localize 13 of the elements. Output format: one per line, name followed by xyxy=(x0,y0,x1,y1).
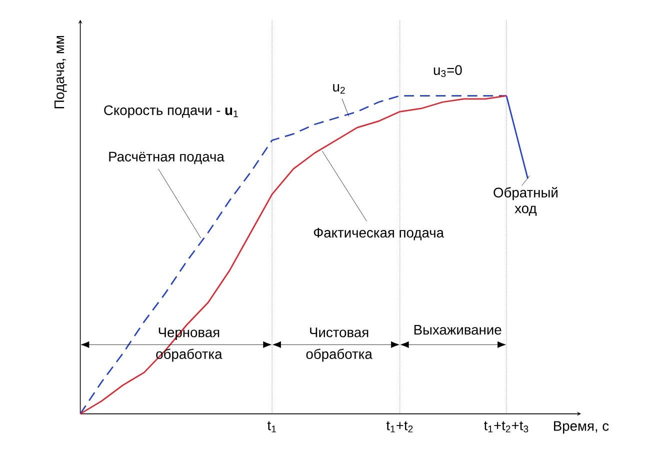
annotation: Обратный ход xyxy=(494,186,558,216)
annotation: Фактическая подача xyxy=(314,228,444,240)
annotation: Скорость подачи - u$_{1}$ xyxy=(104,105,238,118)
text: u$_{2}$ xyxy=(333,84,345,94)
text: u$_{3}$=0 xyxy=(434,65,462,77)
x-axis-title: Время, с xyxy=(554,421,609,434)
x-tick-label: t$_{1}$+t$_{2}$+t$_{3}$ xyxy=(484,421,528,432)
x-tick-label: t$_{1}$+t$_{2}$ xyxy=(386,421,413,432)
x-tick-label: t$_{1}$ xyxy=(267,421,276,432)
annotation: Выхаживание xyxy=(414,324,502,335)
y-axis-title: Подача, мм xyxy=(54,36,67,108)
annotation: Чистовая обработка xyxy=(306,327,372,362)
annotation: Расчётная подача xyxy=(109,152,224,164)
